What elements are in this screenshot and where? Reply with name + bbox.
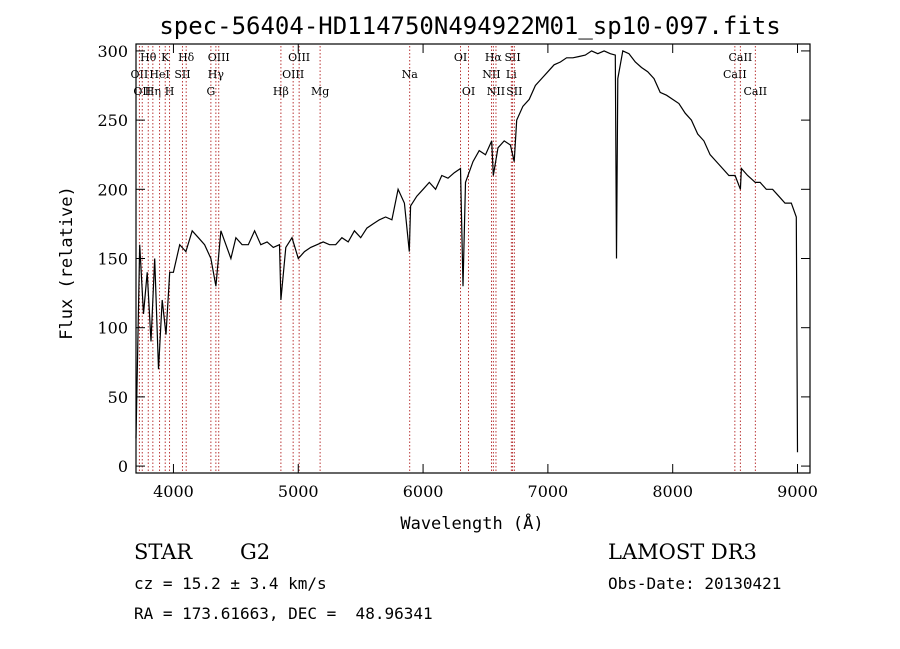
y-tick-label: 250: [97, 111, 128, 130]
x-tick-label: 5000: [278, 482, 319, 501]
x-tick-label: 9000: [777, 482, 818, 501]
line-marker-label: OII: [133, 85, 151, 98]
line-marker-label: G: [206, 85, 215, 98]
y-tick-label: 100: [97, 319, 128, 338]
line-marker-label: Hη: [145, 85, 161, 98]
y-tick-label: 0: [118, 457, 128, 476]
x-tick-label: 6000: [403, 482, 444, 501]
object-subclass: G2: [240, 540, 271, 564]
y-tick-label: 150: [97, 250, 128, 269]
line-marker-label: Hα: [485, 51, 503, 64]
x-tick-label: 4000: [153, 482, 194, 501]
line-marker-label: Li: [506, 68, 517, 81]
y-tick-label: 300: [97, 42, 128, 61]
line-marker-label: OIII: [288, 51, 310, 64]
line-marker-label: Hβ: [273, 85, 289, 98]
line-marker-label: OIII: [282, 68, 304, 81]
observation-date: Obs-Date: 20130421: [608, 574, 782, 593]
line-marker-label: NII: [482, 68, 500, 81]
line-marker-label: Hδ: [178, 51, 195, 64]
x-axis-label: Wavelength (Å): [400, 512, 543, 534]
line-marker-label: SII: [504, 51, 520, 64]
line-marker-label: OI: [462, 85, 475, 98]
line-marker-label: OI: [454, 51, 467, 64]
survey-name: LAMOST DR3: [608, 540, 757, 564]
line-marker-label: SII: [506, 85, 522, 98]
line-marker-label: OII: [131, 68, 149, 81]
line-marker-label: Hγ: [208, 68, 225, 81]
spectrum-chart: spec-56404-HD114750N494922M01_sp10-097.f…: [57, 12, 818, 534]
coordinates-readout: RA = 173.61663, DEC = 48.96341: [134, 604, 433, 623]
line-marker-label: Na: [402, 68, 419, 81]
redshift-readout: cz = 15.2 ± 3.4 km/s: [134, 574, 327, 593]
line-marker-label: H: [165, 85, 175, 98]
object-class: STAR: [134, 540, 193, 564]
y-tick-label: 200: [97, 180, 128, 199]
spectrum-line: [135, 50, 799, 453]
x-tick-label: 7000: [528, 482, 569, 501]
line-marker-label: Mg: [311, 85, 329, 98]
line-marker-label: CaII: [723, 68, 747, 81]
axis-ticks: 4000 5000 6000 7000 8000 9000 0 50 100 150 200 250 3…: [97, 42, 817, 501]
line-marker-label: NII: [487, 85, 505, 98]
chart-title: spec-56404-HD114750N494922M01_sp10-097.f…: [159, 12, 780, 40]
line-marker-label: OIII: [208, 51, 230, 64]
y-axis-label: Flux (relative): [57, 186, 77, 340]
line-marker-label: HeI: [149, 68, 169, 81]
y-tick-label: 50: [108, 388, 128, 407]
spectral-line-markers: OII OII Hθ Hη HeI K H SII Hδ G Hγ OIII Hβ OIII OIII Mg N…: [131, 46, 767, 473]
line-marker-label: SII: [174, 68, 190, 81]
x-tick-label: 8000: [652, 482, 693, 501]
line-marker-label: CaII: [743, 85, 767, 98]
line-marker-label: K: [161, 51, 170, 64]
plot-frame: [135, 43, 811, 474]
line-marker-label: Hθ: [140, 51, 157, 64]
line-marker-label: CaII: [729, 51, 753, 64]
